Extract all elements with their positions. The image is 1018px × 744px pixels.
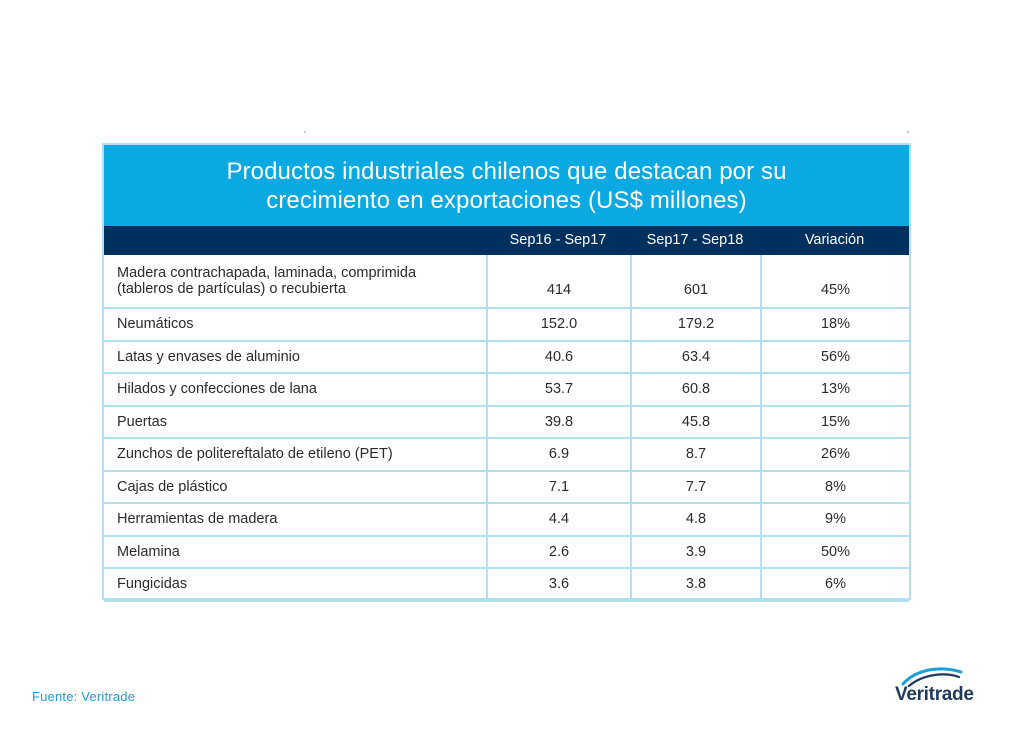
row-value-sep16-sep17: 53.7 [486,374,630,405]
row-value-sep16-sep17: 414 [486,255,630,307]
row-product-label: Cajas de plástico [117,478,228,495]
row-value-sep16-sep17: 40.6 [486,341,630,372]
source-note: Fuente: Veritrade [32,689,136,704]
row-product-label: Fungicidas [117,576,188,593]
table-row: Neumáticos 152.0 179.2 18% [104,309,909,342]
row-product-label: Madera contrachapada, laminada, comprimi… [117,265,417,297]
veritrade-logo: Veritrade [895,664,991,714]
row-value-sep17-sep18: 7.7 [630,471,760,502]
row-variation: 56% [760,341,909,372]
header-variacion: Variación [804,232,865,248]
row-variation: 50% [760,536,909,567]
table-row: Fungicidas 3.6 3.8 6% [104,569,909,602]
row-variation: 9% [760,504,909,535]
row-product-label: Herramientas de madera [117,511,278,528]
data-table: Productos industriales chilenos que dest… [102,143,911,602]
row-product-label: Puertas [117,413,167,430]
table-title: Productos industriales chilenos que dest… [226,157,787,214]
row-value-sep16-sep17: 6.9 [486,439,630,470]
row-variation: 15% [760,406,909,437]
table-header: Sep16 - Sep17 Sep17 - Sep18 Variación [104,226,909,255]
row-variation: 18% [760,309,909,340]
table-row: Madera contrachapada, laminada, comprimi… [104,255,909,309]
table-row: Hilados y confecciones de lana 53.7 60.8 13… [104,374,909,407]
row-variation: 26% [760,439,909,470]
table-row: Zunchos de politereftalato de etileno (P… [104,439,909,472]
row-value-sep17-sep18: 8.7 [630,439,760,470]
row-value-sep17-sep18: 60.8 [630,374,760,405]
row-variation: 13% [760,374,909,405]
row-value-sep17-sep18: 179.2 [630,309,760,340]
row-product-label: Hilados y confecciones de lana [117,381,317,398]
row-value-sep17-sep18: 4.8 [630,504,760,535]
header-sep16-sep17: Sep16 - Sep17 [509,232,607,248]
row-value-sep17-sep18: 63.4 [630,341,760,372]
corner-mark-left [304,131,306,133]
row-variation: 45% [760,255,909,307]
row-value-sep16-sep17: 2.6 [486,536,630,567]
row-value-sep17-sep18: 3.8 [630,569,760,600]
table-row: Latas y envases de aluminio 40.6 63.4 56% [104,341,909,374]
row-value-sep16-sep17: 39.8 [486,406,630,437]
row-variation: 6% [760,569,909,600]
row-value-sep16-sep17: 152.0 [486,309,630,340]
table-row: Puertas 39.8 45.8 15% [104,406,909,439]
row-value-sep17-sep18: 45.8 [630,406,760,437]
row-value-sep16-sep17: 7.1 [486,471,630,502]
row-value-sep16-sep17: 4.4 [486,504,630,535]
row-value-sep17-sep18: 601 [630,255,760,307]
table-title-band: Productos industriales chilenos que dest… [104,145,909,226]
row-product-label: Latas y envases de aluminio [117,348,300,365]
row-product-label: Melamina [117,543,180,560]
table-row: Herramientas de madera 4.4 4.8 9% [104,504,909,537]
row-variation: 8% [760,471,909,502]
row-product-label: Zunchos de politereftalato de etileno (P… [117,446,393,463]
corner-mark-right [907,131,909,133]
table-row: Melamina 2.6 3.9 50% [104,536,909,569]
row-value-sep16-sep17: 3.6 [486,569,630,600]
row-product-label: Neumáticos [117,316,194,333]
row-value-sep17-sep18: 3.9 [630,536,760,567]
veritrade-swoosh-icon [901,667,963,688]
table-row: Cajas de plástico 7.1 7.7 8% [104,471,909,504]
header-sep17-sep18: Sep17 - Sep18 [646,232,744,248]
logo-text: Veritrade [895,684,974,705]
